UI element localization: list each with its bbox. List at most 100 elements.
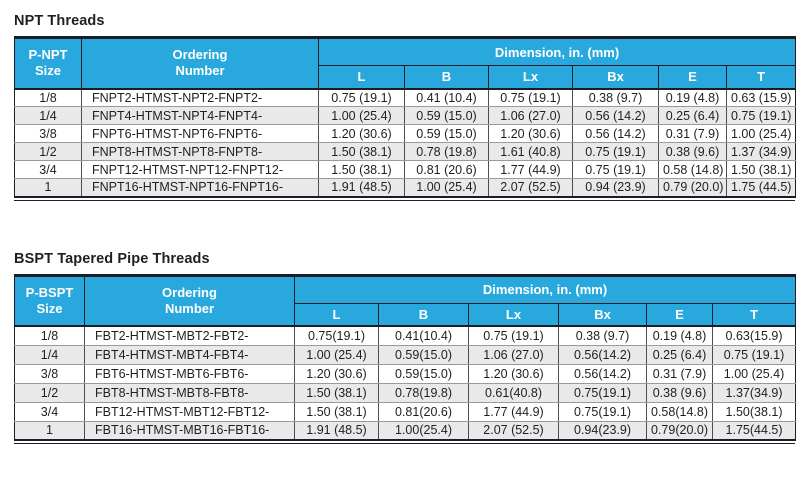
dimension-value-cell: 2.07 (52.5) xyxy=(488,178,573,197)
size-cell: 1 xyxy=(14,421,85,440)
dim-column-header: L xyxy=(318,65,405,89)
ordering-number-cell: FNPT16-HTMST-NPT16-FNPT16- xyxy=(81,178,319,197)
bspt-table-frame: P-BSPT Size Ordering Number Dimension, i… xyxy=(14,273,797,444)
ordering-number-cell: FNPT12-HTMST-NPT12-FNPT12- xyxy=(81,160,319,179)
bspt-table-body: 1/8 FBT2-HTMST-MBT2-FBT2- 0.75(19.1) 0.41(1… xyxy=(14,325,796,440)
dimension-value-cell: 1.91 (48.5) xyxy=(318,178,405,197)
table-row: 1/2 FNPT8-HTMST-NPT8-FNPT8- 1.50 (38.1) 0.7… xyxy=(14,142,796,161)
size-cell: 1/4 xyxy=(14,345,85,365)
dimension-value-cell: 0.75 (19.1) xyxy=(318,87,405,107)
size-cell: 3/8 xyxy=(14,124,82,143)
dimension-value-cell: 0.75(19.1) xyxy=(294,325,379,346)
ordering-number-cell: FNPT8-HTMST-NPT8-FNPT8- xyxy=(81,142,319,161)
dimension-value-cell: 0.31 (7.9) xyxy=(658,124,727,143)
dimension-value-cell: 0.59 (15.0) xyxy=(404,124,489,143)
dim-column-header: E xyxy=(646,303,713,326)
dimension-value-cell: 0.56 (14.2) xyxy=(572,106,659,125)
dimension-value-cell: 0.59 (15.0) xyxy=(404,106,489,125)
bspt-threads-section: BSPT Tapered Pipe Threads P-BSPT Size Or… xyxy=(14,250,797,444)
size-column-header: P-NPT Size xyxy=(14,37,82,89)
size-cell: 1/2 xyxy=(14,142,82,161)
npt-table-body: 1/8 FNPT2-HTMST-NPT2-FNPT2- 0.75 (19.1) 0.4… xyxy=(14,87,796,197)
dim-column-header: B xyxy=(378,303,469,326)
dim-column-header: Lx xyxy=(468,303,559,326)
dimension-value-cell: 1.77 (44.9) xyxy=(468,402,559,422)
ordering-number-cell: FNPT6-HTMST-NPT6-FNPT6- xyxy=(81,124,319,143)
dim-column-header: Bx xyxy=(558,303,647,326)
dim-column-header: E xyxy=(658,65,727,89)
table-row: 3/4 FNPT12-HTMST-NPT12-FNPT12- 1.50 (38.1)… xyxy=(14,160,796,179)
dimension-value-cell: 1.50 (38.1) xyxy=(726,160,796,179)
size-column-header: P-BSPT Size xyxy=(14,275,85,326)
dimension-value-cell: 0.75 (19.1) xyxy=(572,142,659,161)
bspt-table-title: BSPT Tapered Pipe Threads xyxy=(14,250,210,267)
dimension-value-cell: 1.50 (38.1) xyxy=(318,142,405,161)
ordering-number-column-header: Ordering Number xyxy=(84,275,295,326)
dimension-value-cell: 1.50 (38.1) xyxy=(294,402,379,422)
dimension-value-cell: 0.25 (6.4) xyxy=(646,345,713,365)
dimension-value-cell: 0.59(15.0) xyxy=(378,345,469,365)
ordering-number-cell: FBT4-HTMST-MBT4-FBT4- xyxy=(84,345,295,365)
dimension-value-cell: 0.31 (7.9) xyxy=(646,364,713,384)
table-row: 3/8 FNPT6-HTMST-NPT6-FNPT6- 1.20 (30.6) 0.5… xyxy=(14,124,796,143)
size-cell: 3/4 xyxy=(14,402,85,422)
dimension-value-cell: 0.19 (4.8) xyxy=(658,87,727,107)
dimension-value-cell: 1.00 (25.4) xyxy=(318,106,405,125)
size-cell: 1/2 xyxy=(14,383,85,403)
ordering-number-cell: FBT16-HTMST-MBT16-FBT16- xyxy=(84,421,295,440)
dimension-value-cell: 0.94 (23.9) xyxy=(572,178,659,197)
ordering-number-column-header: Ordering Number xyxy=(81,37,319,89)
dimension-value-cell: 0.41(10.4) xyxy=(378,325,469,346)
dimension-value-cell: 0.63(15.9) xyxy=(712,325,796,346)
size-cell: 1/8 xyxy=(14,87,82,107)
dimension-value-cell: 0.94(23.9) xyxy=(558,421,647,440)
dimension-value-cell: 0.41 (10.4) xyxy=(404,87,489,107)
dimension-value-cell: 1.75(44.5) xyxy=(712,421,796,440)
dimension-value-cell: 1.00 (25.4) xyxy=(294,345,379,365)
dimension-value-cell: 1.20 (30.6) xyxy=(318,124,405,143)
dimension-value-cell: 1.20 (30.6) xyxy=(468,364,559,384)
dimension-value-cell: 1.00(25.4) xyxy=(378,421,469,440)
table-row: 1/8 FBT2-HTMST-MBT2-FBT2- 0.75(19.1) 0.41(1… xyxy=(14,325,796,346)
dimension-value-cell: 1.50(38.1) xyxy=(712,402,796,422)
dim-subheader-0: L B Lx Bx E T xyxy=(15,65,796,89)
npt-threads-table: P-NPT Size Ordering Number Dimension, in… xyxy=(14,36,797,198)
size-cell: 3/8 xyxy=(14,364,85,384)
dimension-value-cell: 0.63 (15.9) xyxy=(726,87,796,107)
ordering-number-cell: FBT8-HTMST-MBT8-FBT8- xyxy=(84,383,295,403)
size-cell: 1/4 xyxy=(14,106,82,125)
dimension-value-cell: 0.75 (19.1) xyxy=(712,345,796,365)
dimension-value-cell: 1.37(34.9) xyxy=(712,383,796,403)
dimension-group-header: Dimension, in. (mm) xyxy=(294,275,796,304)
size-cell: 1 xyxy=(14,178,82,197)
dimension-value-cell: 0.59(15.0) xyxy=(378,364,469,384)
dimension-value-cell: 1.37 (34.9) xyxy=(726,142,796,161)
table-row: 1/4 FBT4-HTMST-MBT4-FBT4- 1.00 (25.4) 0.59(… xyxy=(14,345,796,365)
dimension-value-cell: 0.81 (20.6) xyxy=(404,160,489,179)
bspt-threads-table: P-BSPT Size Ordering Number Dimension, i… xyxy=(14,273,797,441)
dimension-value-cell: 0.75(19.1) xyxy=(558,383,647,403)
dimension-value-cell: 0.78 (19.8) xyxy=(404,142,489,161)
dimension-value-cell: 0.75(19.1) xyxy=(558,402,647,422)
ordering-number-cell: FNPT4-HTMST-NPT4-FNPT4- xyxy=(81,106,319,125)
dimension-value-cell: 1.00 (25.4) xyxy=(726,124,796,143)
dimension-value-cell: 0.25 (6.4) xyxy=(658,106,727,125)
table-row: 1/2 FBT8-HTMST-MBT8-FBT8- 1.50 (38.1) 0.78(… xyxy=(14,383,796,403)
bspt-table-header: P-BSPT Size Ordering Number Dimension, i… xyxy=(14,275,796,326)
dimension-value-cell: 0.75 (19.1) xyxy=(488,87,573,107)
dimension-value-cell: 1.00 (25.4) xyxy=(712,364,796,384)
dimension-value-cell: 0.38 (9.7) xyxy=(558,325,647,346)
size-cell: 3/4 xyxy=(14,160,82,179)
dim-column-header: T xyxy=(726,65,796,89)
dimension-value-cell: 1.20 (30.6) xyxy=(488,124,573,143)
table-row: 1/8 FNPT2-HTMST-NPT2-FNPT2- 0.75 (19.1) 0.4… xyxy=(14,87,796,107)
dimension-value-cell: 0.81(20.6) xyxy=(378,402,469,422)
dimension-value-cell: 1.61 (40.8) xyxy=(488,142,573,161)
dim-subheader-1: L B Lx Bx E T xyxy=(15,303,796,326)
dimension-value-cell: 0.56(14.2) xyxy=(558,364,647,384)
ordering-number-cell: FBT2-HTMST-MBT2-FBT2- xyxy=(84,325,295,346)
dimension-value-cell: 2.07 (52.5) xyxy=(468,421,559,440)
dimension-value-cell: 1.75 (44.5) xyxy=(726,178,796,197)
dim-column-header: T xyxy=(712,303,796,326)
dimension-value-cell: 1.06 (27.0) xyxy=(468,345,559,365)
